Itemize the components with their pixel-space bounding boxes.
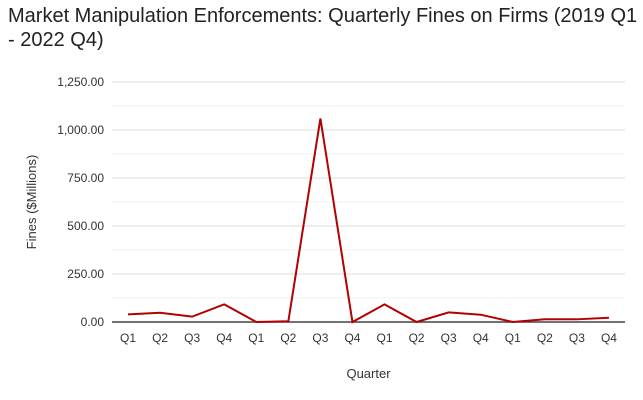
y-tick-label: 500.00 — [67, 219, 104, 233]
x-tick-label: Q4 — [601, 331, 617, 345]
y-tick-label: 250.00 — [67, 267, 104, 281]
x-tick-label: Q1 — [505, 331, 521, 345]
x-tick-label: Q2 — [280, 331, 296, 345]
x-tick-label: Q3 — [441, 331, 457, 345]
y-tick-label: 0.00 — [81, 315, 105, 329]
x-tick-label: Q3 — [569, 331, 585, 345]
y-axis-label: Fines ($Millions) — [24, 155, 39, 250]
x-tick-label: Q4 — [344, 331, 360, 345]
x-tick-label: Q3 — [184, 331, 200, 345]
y-tick-label: 1,000.00 — [57, 123, 104, 137]
y-tick-label: 750.00 — [67, 171, 104, 185]
x-tick-label: Q1 — [377, 331, 393, 345]
series-line — [127, 118, 610, 324]
x-tick-label: Q4 — [473, 331, 489, 345]
x-tick-label: Q1 — [248, 331, 264, 345]
x-tick-label: Q1 — [120, 331, 136, 345]
x-tick-label: Q3 — [312, 331, 328, 345]
x-axis-label: Quarter — [346, 366, 391, 381]
x-tick-label: Q2 — [409, 331, 425, 345]
x-tick-label: Q4 — [216, 331, 232, 345]
y-tick-label: 1,250.00 — [57, 75, 104, 89]
chart-title: Market Manipulation Enforcements: Quarte… — [8, 5, 638, 51]
x-tick-label: Q2 — [152, 331, 168, 345]
x-tick-label: Q2 — [537, 331, 553, 345]
